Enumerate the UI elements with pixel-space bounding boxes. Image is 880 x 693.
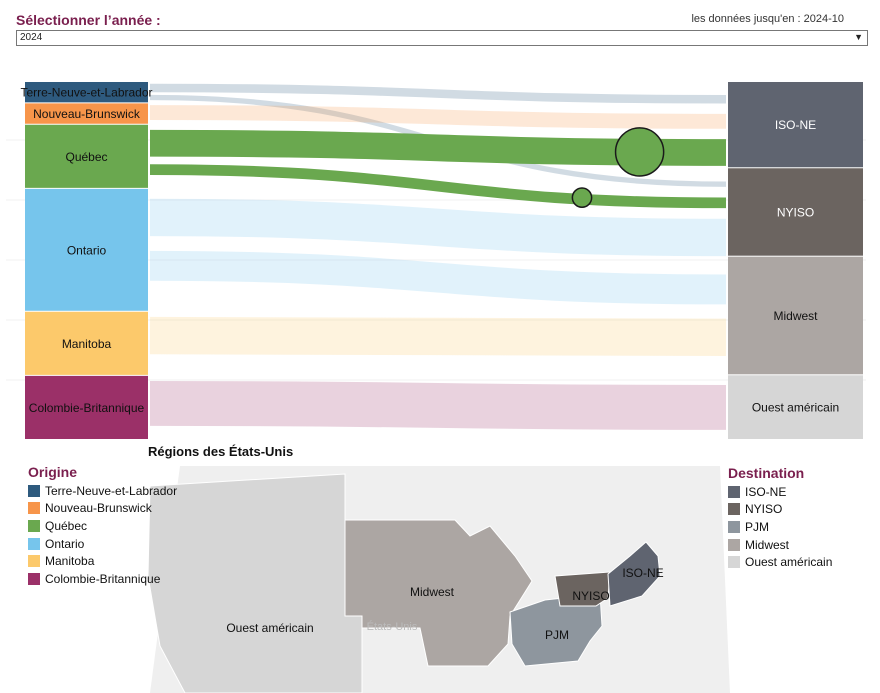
sankey-flow[interactable] <box>149 83 727 104</box>
destination-legend-item[interactable]: PJM <box>728 518 832 536</box>
destination-legend-item[interactable]: Midwest <box>728 536 832 554</box>
map-label-pjm: PJM <box>545 628 569 642</box>
origin-legend-swatch <box>28 519 40 532</box>
destination-legend: Destination ISO-NE NYISO PJM Midwest Ouest a… <box>728 465 832 571</box>
origin-legend-label: Manitoba <box>45 554 95 569</box>
destination-legend-label: Midwest <box>745 537 790 552</box>
sankey-flow[interactable] <box>149 316 727 357</box>
origin-legend-swatch <box>28 555 40 568</box>
map-region-west <box>147 473 363 693</box>
origin-legend-item[interactable]: Colombie-Britannique <box>28 570 177 588</box>
us-regions-map: Ouest américain Midwest NYISO ISO-NE PJM… <box>0 466 880 693</box>
sankey-flow[interactable] <box>149 250 727 305</box>
destination-legend-item[interactable]: Ouest américain <box>728 553 832 571</box>
sankey-flow[interactable] <box>149 198 727 257</box>
destination-nodes: ISO-NE NYISO Midwest Ouest américain <box>728 82 863 439</box>
year-select-value: 2024 <box>20 32 43 43</box>
origin-node-label: Terre-Neuve-et-Labrador <box>20 86 152 100</box>
destination-legend-label: NYISO <box>745 502 783 517</box>
origin-legend-item[interactable]: Nouveau-Brunswick <box>28 500 177 518</box>
origin-node[interactable] <box>25 124 148 188</box>
destination-node-label: ISO-NE <box>775 118 816 132</box>
map-region-nyiso <box>554 571 611 607</box>
origin-node-label: Ontario <box>67 243 107 257</box>
sankey-flows <box>149 83 727 430</box>
map-label-isone: ISO-NE <box>622 566 663 580</box>
destination-legend-swatch <box>728 538 740 551</box>
origin-legend-label: Terre-Neuve-et-Labrador <box>45 483 178 498</box>
origin-node-label: Colombie-Britannique <box>29 401 145 415</box>
chart-frame <box>6 64 866 440</box>
origin-legend: Origine Terre-Neuve-et-Labrador Nouveau-B… <box>28 464 177 588</box>
destination-legend-swatch <box>728 503 740 516</box>
map-region-isone <box>607 541 661 607</box>
map-label-west: Ouest américain <box>226 621 313 635</box>
map-title: Régions des États-Unis <box>148 444 294 459</box>
origin-node[interactable] <box>25 103 148 124</box>
origin-node[interactable] <box>25 82 148 103</box>
chevron-down-icon: ▼ <box>854 32 863 42</box>
sankey-chart: Terre-Neuve-et-Labrador Nouveau-Brunswick… <box>6 64 866 440</box>
origin-node[interactable] <box>25 311 148 375</box>
map-region-midwest <box>344 519 533 667</box>
origin-legend-swatch <box>28 572 40 585</box>
destination-node[interactable] <box>728 375 863 439</box>
origin-legend-swatch <box>28 502 40 515</box>
destination-legend-title: Destination <box>728 465 805 481</box>
destination-legend-label: Ouest américain <box>745 555 833 570</box>
destination-node[interactable] <box>728 168 863 256</box>
destination-node-label: NYISO <box>777 205 814 219</box>
origin-node[interactable] <box>25 188 148 311</box>
year-select-dropdown[interactable]: 2024 ▼ <box>16 30 868 46</box>
origin-legend-label: Ontario <box>45 536 85 551</box>
origin-legend-item[interactable]: Ontario <box>28 535 177 553</box>
origin-legend-label: Colombie-Britannique <box>45 571 161 586</box>
flow-marker[interactable] <box>614 127 665 177</box>
flow-marker[interactable] <box>571 187 593 209</box>
sankey-flow[interactable] <box>149 105 727 129</box>
destination-legend-label: ISO-NE <box>745 484 787 499</box>
map-label-midwest: Midwest <box>410 585 455 599</box>
origin-node-label: Nouveau-Brunswick <box>33 107 141 121</box>
origin-legend-swatch <box>28 484 40 497</box>
year-select-title: Sélectionner l’année : <box>16 12 161 28</box>
origin-node-label: Manitoba <box>62 337 112 351</box>
origin-node-label: Québec <box>65 150 107 164</box>
destination-legend-item[interactable]: ISO-NE <box>728 483 832 501</box>
origin-nodes: Terre-Neuve-et-Labrador Nouveau-Brunswick… <box>20 82 153 439</box>
origin-legend-label: Nouveau-Brunswick <box>45 501 152 516</box>
origin-legend-title: Origine <box>28 464 78 480</box>
origin-legend-item[interactable]: Terre-Neuve-et-Labrador <box>28 482 177 500</box>
destination-node-label: Ouest américain <box>752 401 839 415</box>
map-label-nyiso: NYISO <box>572 589 609 603</box>
origin-legend-swatch <box>28 537 40 550</box>
origin-legend-item[interactable]: Québec <box>28 517 177 535</box>
data-date-note: les données jusqu'en : 2024-10 <box>691 13 844 25</box>
origin-node[interactable] <box>25 375 148 439</box>
map-watermark: États-Unis <box>367 620 418 633</box>
destination-legend-swatch <box>728 485 740 498</box>
origin-legend-item[interactable]: Manitoba <box>28 552 177 570</box>
destination-legend-swatch <box>728 556 740 569</box>
sankey-flow[interactable] <box>149 381 727 430</box>
destination-node[interactable] <box>728 82 863 168</box>
destination-node-label: Midwest <box>773 309 818 323</box>
origin-legend-label: Québec <box>45 518 88 533</box>
destination-legend-label: PJM <box>745 519 769 534</box>
sankey-flow[interactable] <box>149 164 727 209</box>
destination-node[interactable] <box>728 256 863 375</box>
destination-legend-swatch <box>728 520 740 533</box>
destination-legend-item[interactable]: NYISO <box>728 501 832 519</box>
